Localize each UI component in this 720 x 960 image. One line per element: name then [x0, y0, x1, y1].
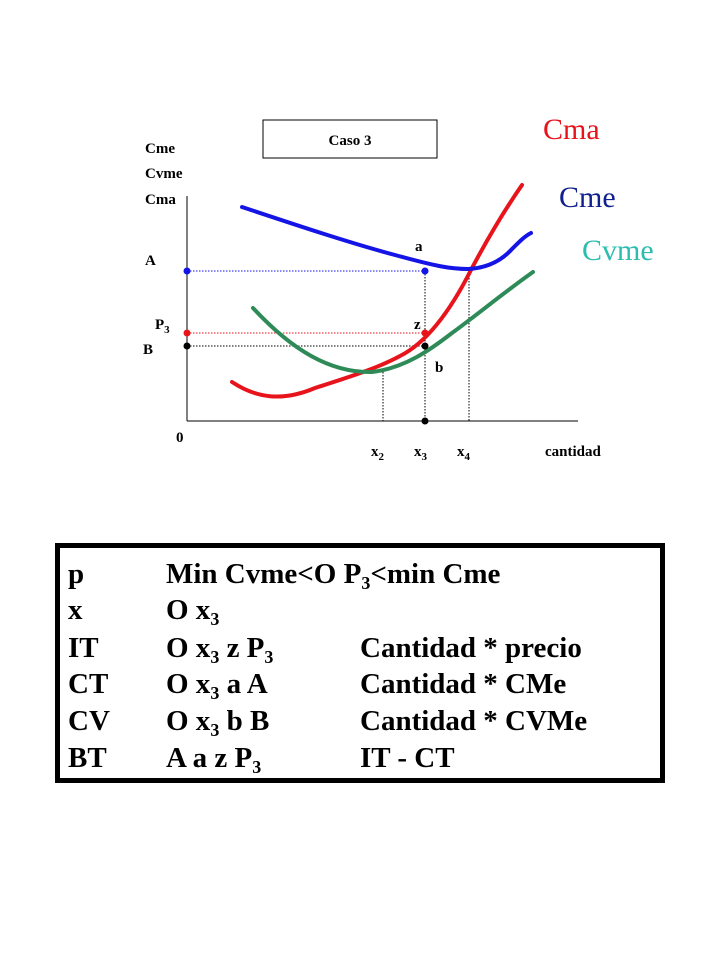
point-label-A: A: [145, 253, 156, 269]
origin-label: 0: [176, 430, 184, 446]
row-area: O x3 b B: [166, 705, 270, 740]
point-label-B: B: [143, 342, 153, 358]
row-area: O x3: [166, 594, 220, 629]
point-label-b: b: [435, 360, 443, 376]
row-key: CT: [68, 668, 109, 700]
row-area: O x3 a A: [166, 668, 268, 703]
marker-b: [421, 342, 429, 350]
x-label-x3: x3: [414, 444, 428, 463]
cme-curve: [240, 205, 533, 272]
row-area: A a z P3: [166, 742, 262, 777]
case-label-box: [262, 119, 438, 159]
cma-label: Cma: [543, 113, 600, 146]
point-label-P3: P3: [155, 317, 170, 336]
x-label-x4: x4: [457, 444, 471, 463]
row-formula: IT - CT: [360, 742, 455, 774]
case-label: Caso 3: [329, 133, 372, 149]
cma-curve: [230, 183, 524, 399]
marker-P3: [183, 329, 191, 337]
y-axis-label-cvme: Cvme: [145, 166, 183, 182]
row-key: BT: [68, 742, 107, 774]
marker-B: [183, 342, 191, 350]
marker-z: [421, 329, 429, 337]
row-area: Min Cvme<O P3<min Cme: [166, 558, 501, 593]
row-area: O x3 z P3: [166, 632, 274, 667]
summary-table: p Min Cvme<O P3<min Cme x O x3 IT O x3 z…: [55, 543, 665, 783]
point-label-z: z: [414, 317, 421, 333]
point-label-a: a: [415, 239, 423, 255]
row-key: IT: [68, 632, 99, 664]
x-axis-label: cantidad: [545, 444, 602, 460]
row-key: x: [68, 594, 83, 626]
cvme-curve: [251, 270, 535, 375]
x-label-x2: x2: [371, 444, 385, 463]
marker-x3: [421, 417, 429, 425]
y-axis-label-cme: Cme: [145, 141, 175, 157]
cvme-label: Cvme: [582, 234, 654, 267]
y-axis-label-cma: Cma: [145, 192, 176, 208]
marker-a: [421, 267, 429, 275]
row-key: CV: [68, 705, 110, 737]
row-key: p: [68, 558, 85, 590]
row-formula: Cantidad * CVMe: [360, 705, 588, 737]
cost-diagram: Caso 3 Cme Cvme Cma Cma Cme Cvme A P3 B …: [143, 113, 654, 463]
marker-A: [183, 267, 191, 275]
cme-label: Cme: [559, 181, 616, 214]
row-formula: Cantidad * CMe: [360, 668, 567, 700]
row-formula: Cantidad * precio: [360, 632, 582, 664]
